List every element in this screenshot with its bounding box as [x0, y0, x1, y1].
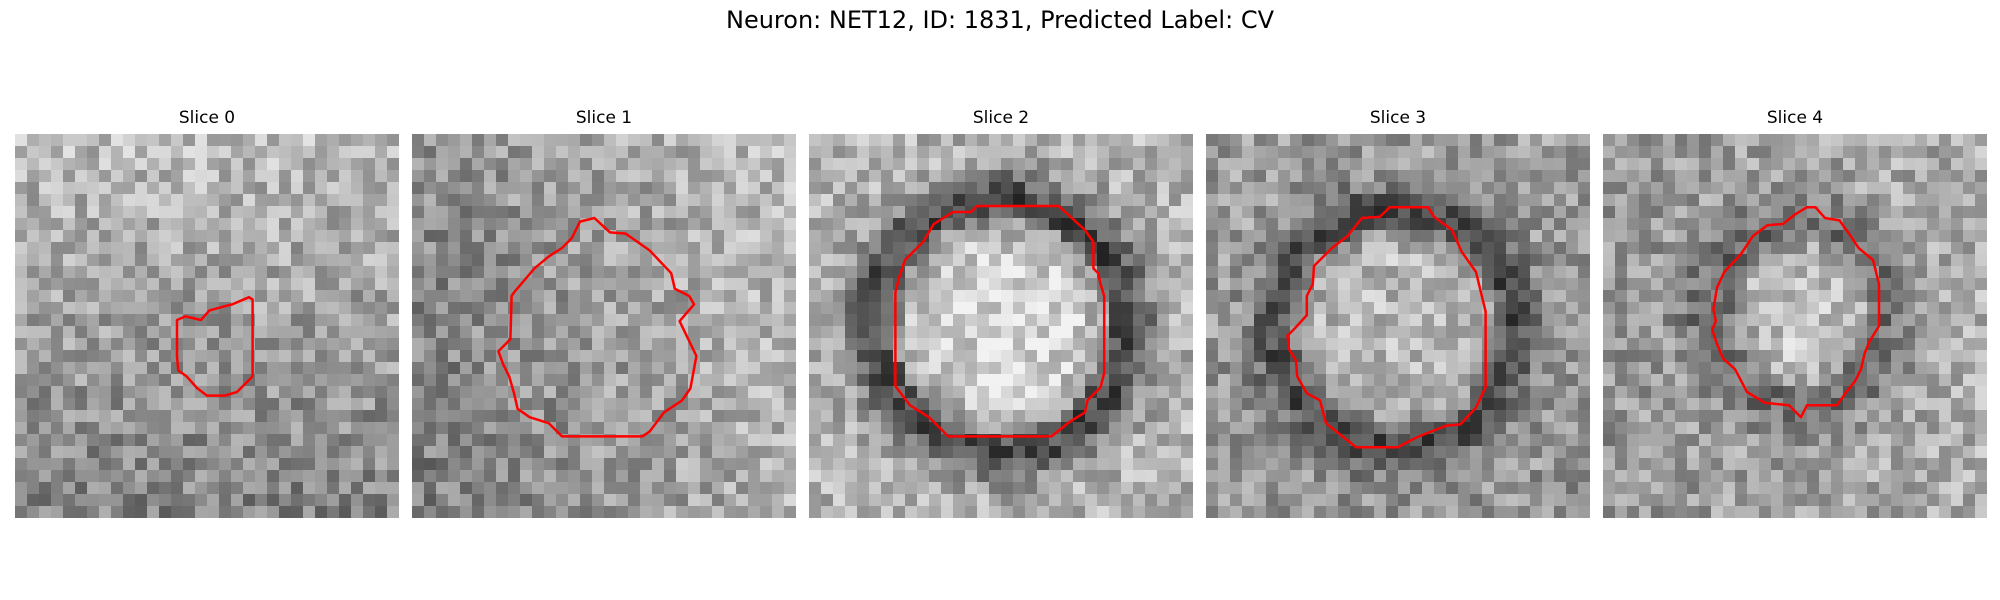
- slice-3-contour: [1286, 205, 1487, 449]
- slice-0-pixels: [15, 134, 399, 518]
- slice-0-contour: [175, 295, 254, 397]
- slice-2-contour: [894, 204, 1106, 438]
- slice-4-image: [1603, 134, 1987, 518]
- slice-2-title: Slice 2: [972, 108, 1030, 128]
- slice-panel-2: Slice 2: [809, 108, 1193, 520]
- slice-0-title: Slice 0: [178, 108, 236, 128]
- slice-4-pixels: [1603, 134, 1987, 518]
- slice-3-image: [1206, 134, 1590, 518]
- slice-panel-4: Slice 4: [1603, 108, 1987, 520]
- slice-panel-0: Slice 0: [15, 108, 399, 520]
- slice-panel-1: Slice 1: [412, 108, 796, 520]
- slice-4-contour: [1710, 205, 1881, 419]
- slice-2-image: [809, 134, 1193, 518]
- slice-4-title: Slice 4: [1766, 108, 1824, 128]
- slice-1-contour: [497, 216, 698, 438]
- figure-title: Neuron: NET12, ID: 1831, Predicted Label…: [726, 6, 1274, 34]
- slice-panel-3: Slice 3: [1206, 108, 1590, 520]
- slice-1-title: Slice 1: [575, 108, 633, 128]
- slice-1-pixels: [412, 134, 796, 518]
- slice-2-pixels: [809, 134, 1193, 518]
- slice-3-pixels: [1206, 134, 1590, 518]
- slice-3-title: Slice 3: [1369, 108, 1427, 128]
- slice-1-image: [412, 134, 796, 518]
- slice-0-image: [15, 134, 399, 518]
